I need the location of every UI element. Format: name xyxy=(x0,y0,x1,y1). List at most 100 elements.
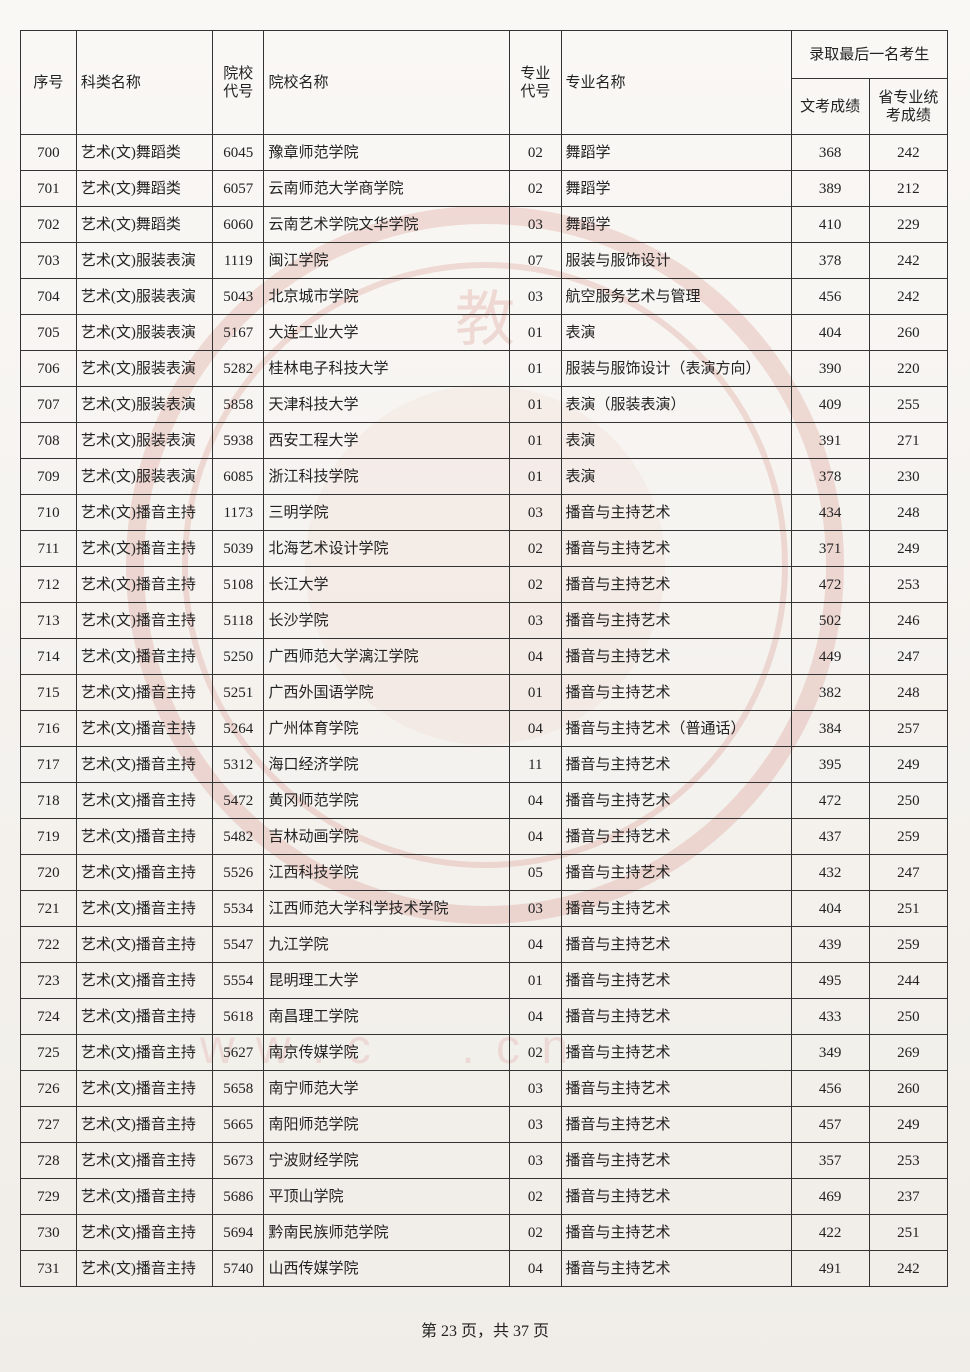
score1-cell: 495 xyxy=(791,963,869,999)
score1-cell: 404 xyxy=(791,891,869,927)
score1-cell: 357 xyxy=(791,1143,869,1179)
score2-cell: 253 xyxy=(869,1143,947,1179)
major-code-cell: 02 xyxy=(510,531,561,567)
score1-cell: 371 xyxy=(791,531,869,567)
school-name-cell: 长沙学院 xyxy=(264,603,510,639)
score2-cell: 246 xyxy=(869,603,947,639)
score2-cell: 230 xyxy=(869,459,947,495)
category-cell: 艺术(文)播音主持 xyxy=(76,531,212,567)
seq-cell: 711 xyxy=(21,531,77,567)
school-code-cell: 5250 xyxy=(213,639,264,675)
major-code-cell: 01 xyxy=(510,675,561,711)
th-category: 科类名称 xyxy=(76,31,212,135)
major-code-cell: 01 xyxy=(510,351,561,387)
score2-cell: 242 xyxy=(869,1251,947,1287)
score1-cell: 384 xyxy=(791,711,869,747)
school-code-cell: 5482 xyxy=(213,819,264,855)
table-row: 729艺术(文)播音主持5686平顶山学院02播音与主持艺术469237 xyxy=(21,1179,948,1215)
score1-cell: 437 xyxy=(791,819,869,855)
footer-suffix: 页 xyxy=(529,1323,549,1340)
category-cell: 艺术(文)播音主持 xyxy=(76,495,212,531)
seq-cell: 702 xyxy=(21,207,77,243)
table-row: 725艺术(文)播音主持5627南京传媒学院02播音与主持艺术349269 xyxy=(21,1035,948,1071)
seq-cell: 704 xyxy=(21,279,77,315)
school-name-cell: 吉林动画学院 xyxy=(264,819,510,855)
score2-cell: 253 xyxy=(869,567,947,603)
seq-cell: 726 xyxy=(21,1071,77,1107)
score2-cell: 242 xyxy=(869,243,947,279)
score1-cell: 390 xyxy=(791,351,869,387)
major-name-cell: 播音与主持艺术 xyxy=(561,1143,791,1179)
th-score1: 文考成绩 xyxy=(791,79,869,135)
score1-cell: 439 xyxy=(791,927,869,963)
school-code-cell: 1173 xyxy=(213,495,264,531)
major-code-cell: 07 xyxy=(510,243,561,279)
school-code-cell: 5627 xyxy=(213,1035,264,1071)
score1-cell: 502 xyxy=(791,603,869,639)
category-cell: 艺术(文)播音主持 xyxy=(76,783,212,819)
score1-cell: 456 xyxy=(791,1071,869,1107)
major-name-cell: 表演（服装表演） xyxy=(561,387,791,423)
score1-cell: 395 xyxy=(791,747,869,783)
major-name-cell: 播音与主持艺术 xyxy=(561,1035,791,1071)
school-code-cell: 5312 xyxy=(213,747,264,783)
table-row: 701艺术(文)舞蹈类6057云南师范大学商学院02舞蹈学389212 xyxy=(21,171,948,207)
major-code-cell: 11 xyxy=(510,747,561,783)
major-name-cell: 播音与主持艺术 xyxy=(561,531,791,567)
school-name-cell: 九江学院 xyxy=(264,927,510,963)
score2-cell: 250 xyxy=(869,783,947,819)
major-code-cell: 01 xyxy=(510,315,561,351)
school-code-cell: 5472 xyxy=(213,783,264,819)
score1-cell: 432 xyxy=(791,855,869,891)
table-row: 727艺术(文)播音主持5665南阳师范学院03播音与主持艺术457249 xyxy=(21,1107,948,1143)
table-row: 726艺术(文)播音主持5658南宁师范大学03播音与主持艺术456260 xyxy=(21,1071,948,1107)
school-name-cell: 浙江科技学院 xyxy=(264,459,510,495)
school-code-cell: 5108 xyxy=(213,567,264,603)
school-code-cell: 5251 xyxy=(213,675,264,711)
score1-cell: 491 xyxy=(791,1251,869,1287)
seq-cell: 721 xyxy=(21,891,77,927)
major-code-cell: 04 xyxy=(510,1251,561,1287)
major-code-cell: 01 xyxy=(510,963,561,999)
major-name-cell: 播音与主持艺术 xyxy=(561,963,791,999)
category-cell: 艺术(文)播音主持 xyxy=(76,1071,212,1107)
score2-cell: 242 xyxy=(869,279,947,315)
school-code-cell: 6057 xyxy=(213,171,264,207)
score2-cell: 257 xyxy=(869,711,947,747)
major-code-cell: 05 xyxy=(510,855,561,891)
school-name-cell: 昆明理工大学 xyxy=(264,963,510,999)
score2-cell: 249 xyxy=(869,747,947,783)
school-code-cell: 5858 xyxy=(213,387,264,423)
school-code-cell: 5547 xyxy=(213,927,264,963)
school-code-cell: 6045 xyxy=(213,135,264,171)
school-code-cell: 5686 xyxy=(213,1179,264,1215)
school-name-cell: 山西传媒学院 xyxy=(264,1251,510,1287)
footer-mid: 页，共 xyxy=(457,1323,513,1340)
major-code-cell: 02 xyxy=(510,1179,561,1215)
major-name-cell: 表演 xyxy=(561,423,791,459)
score1-cell: 469 xyxy=(791,1179,869,1215)
table-body: 700艺术(文)舞蹈类6045豫章师范学院02舞蹈学368242701艺术(文)… xyxy=(21,135,948,1287)
score1-cell: 382 xyxy=(791,675,869,711)
category-cell: 艺术(文)播音主持 xyxy=(76,747,212,783)
school-name-cell: 闽江学院 xyxy=(264,243,510,279)
seq-cell: 707 xyxy=(21,387,77,423)
seq-cell: 701 xyxy=(21,171,77,207)
score1-cell: 404 xyxy=(791,315,869,351)
category-cell: 艺术(文)播音主持 xyxy=(76,1143,212,1179)
score1-cell: 368 xyxy=(791,135,869,171)
score1-cell: 378 xyxy=(791,459,869,495)
seq-cell: 725 xyxy=(21,1035,77,1071)
category-cell: 艺术(文)舞蹈类 xyxy=(76,135,212,171)
school-code-cell: 5282 xyxy=(213,351,264,387)
score2-cell: 244 xyxy=(869,963,947,999)
school-name-cell: 广西师范大学漓江学院 xyxy=(264,639,510,675)
th-major-code: 专业代号 xyxy=(510,31,561,135)
school-name-cell: 北京城市学院 xyxy=(264,279,510,315)
major-code-cell: 03 xyxy=(510,207,561,243)
major-name-cell: 播音与主持艺术 xyxy=(561,1251,791,1287)
category-cell: 艺术(文)播音主持 xyxy=(76,1107,212,1143)
score2-cell: 251 xyxy=(869,891,947,927)
score2-cell: 248 xyxy=(869,675,947,711)
school-code-cell: 5118 xyxy=(213,603,264,639)
